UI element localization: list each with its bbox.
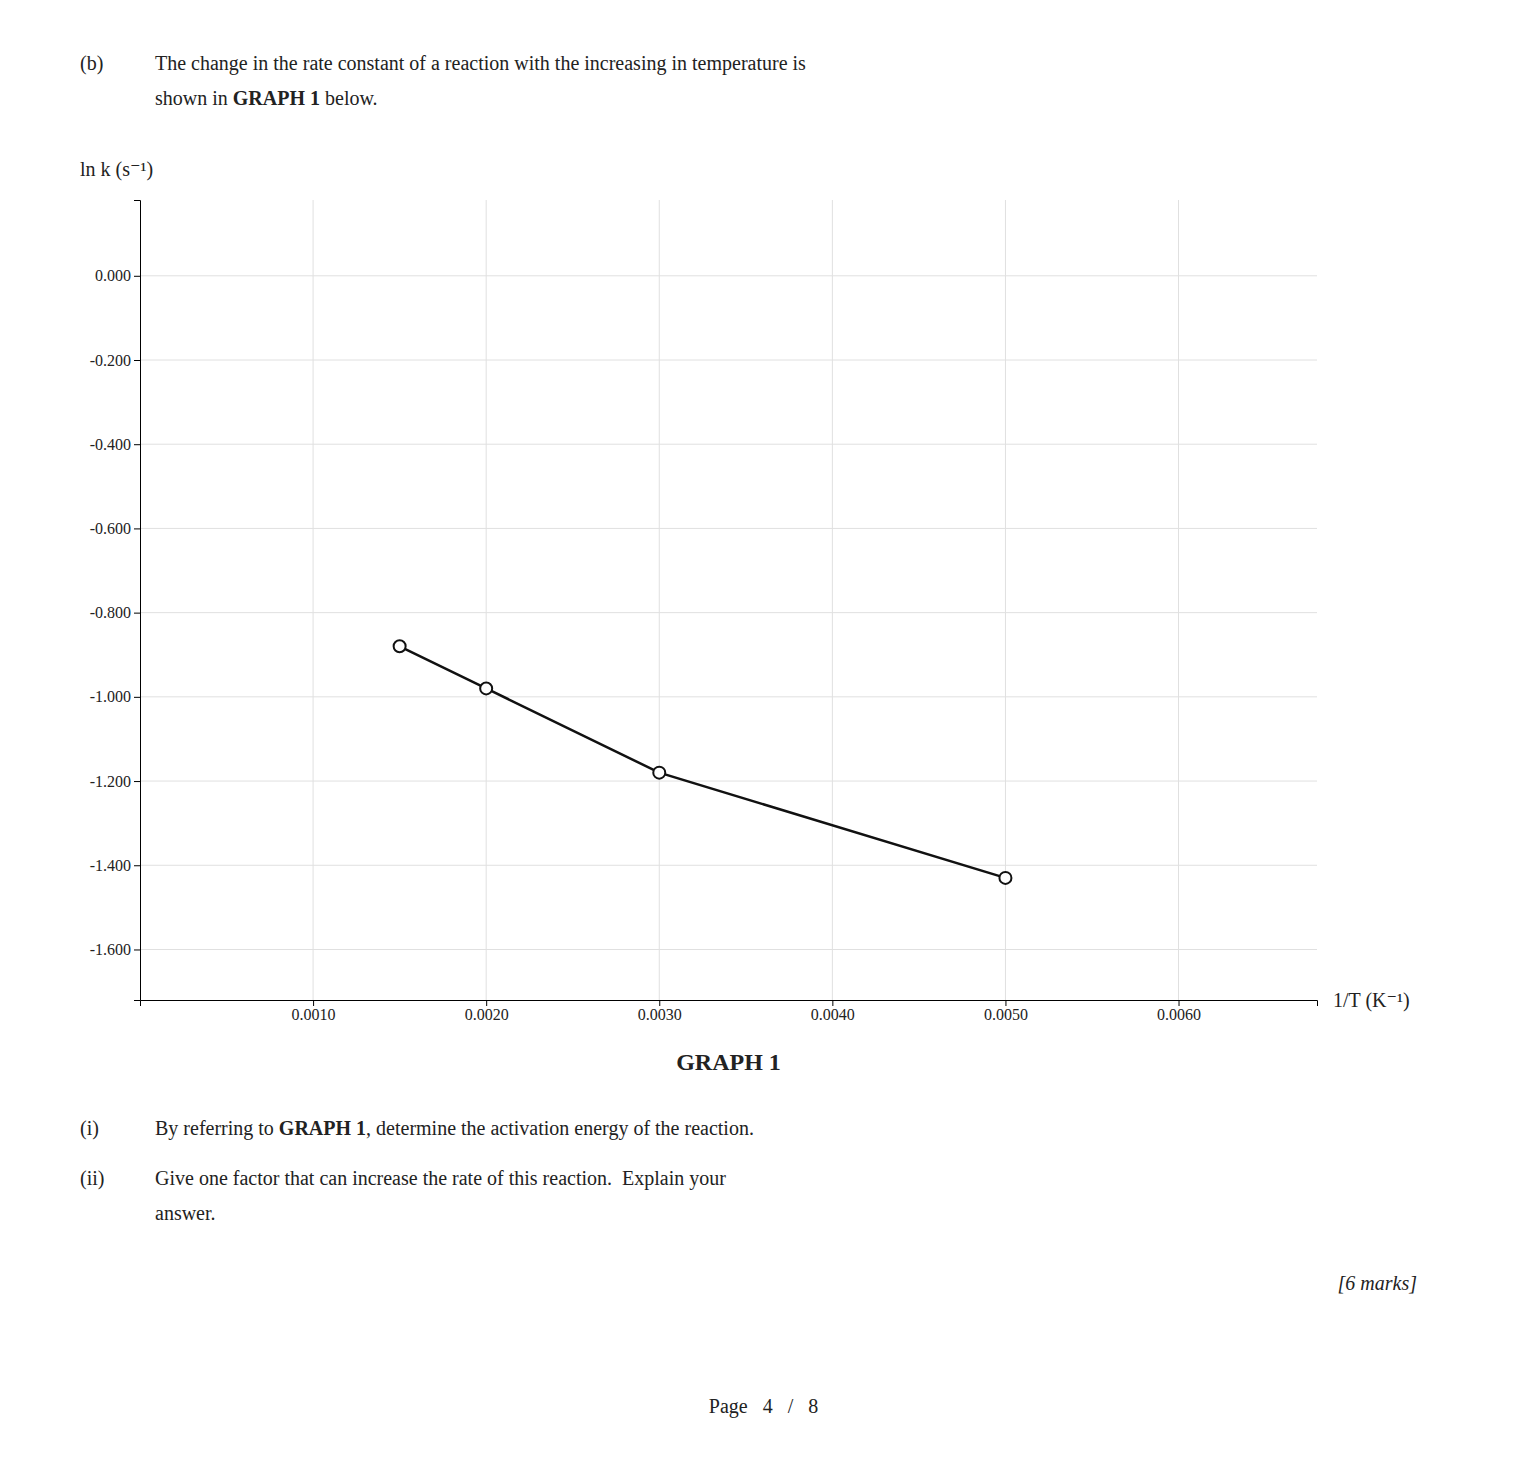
tick: 0.0030 <box>638 1000 682 1023</box>
tick-mark <box>1179 1000 1180 1006</box>
tick-label: -0.600 <box>90 520 131 537</box>
tick-mark <box>134 613 140 614</box>
tick-mark <box>313 1000 314 1006</box>
tick: -0.600 <box>90 520 140 537</box>
tick-label: -1.600 <box>90 941 131 958</box>
annotation-text: GRAPH 1 <box>279 1117 366 1139</box>
grid <box>140 200 1317 1000</box>
tick-label: -0.400 <box>90 436 131 453</box>
tick-mark <box>134 276 140 277</box>
grid-line <box>140 865 1317 866</box>
tick-label: 0.0020 <box>465 1006 509 1023</box>
annotation-text: GRAPH 1 <box>233 87 320 109</box>
annotation: By referring to GRAPH 1, determine the a… <box>155 1117 754 1140</box>
grid-line <box>140 696 1317 697</box>
tick: -1.200 <box>90 773 140 790</box>
tick: 0.000 <box>95 267 140 284</box>
tick: 0.0020 <box>465 1000 509 1023</box>
tick-mark <box>659 1000 660 1006</box>
annotation-text: Give one factor that can increase the ra… <box>155 1167 726 1190</box>
annotation: shown in GRAPH 1 below. <box>155 87 378 109</box>
annotation-label: (b) <box>80 52 103 75</box>
annotation: Give one factor that can increase the ra… <box>155 1167 726 1190</box>
grid-line <box>140 360 1317 361</box>
tick-mark <box>134 444 140 445</box>
tick-label: 0.0030 <box>638 1006 682 1023</box>
tick-mark <box>486 1000 487 1006</box>
tick-mark <box>832 1000 833 1006</box>
tick-label: 0.0050 <box>984 1006 1028 1023</box>
grid-line <box>140 275 1317 276</box>
grid-line <box>140 612 1317 613</box>
annotation-label: (ii) <box>80 1167 104 1190</box>
axis-line <box>134 201 141 1001</box>
y-axis: 0.000 -0.200 -0.400 -0.600 -0.800 -1.000 -1.20… <box>90 201 141 1001</box>
grid-line <box>832 200 833 1000</box>
annotation-text: below. <box>320 87 378 109</box>
grid-line <box>140 781 1317 782</box>
annotation-text: , determine the activation energy of the… <box>366 1117 754 1140</box>
tick: -1.600 <box>90 941 140 958</box>
tick: -0.200 <box>90 352 140 369</box>
tick: -1.400 <box>90 857 140 874</box>
annotation-text: [6 marks] <box>1338 1272 1417 1294</box>
tick-mark <box>1005 1000 1006 1006</box>
x-axis-label: 1/T (K⁻¹) <box>1333 989 1410 1012</box>
tick-label: -0.200 <box>90 352 131 369</box>
tick-label: -1.400 <box>90 857 131 874</box>
tick-label: 0.0010 <box>292 1006 336 1023</box>
tick: 0.0040 <box>811 1000 855 1023</box>
grid-line <box>659 200 660 1000</box>
data-point <box>480 682 492 694</box>
grid-line <box>140 949 1317 950</box>
grid-line <box>313 200 314 1000</box>
tick-label: -1.000 <box>90 688 131 705</box>
tick: -0.800 <box>90 604 140 621</box>
tick: -1.000 <box>90 688 140 705</box>
chart: 0.00100.00200.00300.00400.00500.00600.00… <box>0 0 1527 1473</box>
tick-mark <box>134 528 140 529</box>
data-point <box>999 872 1011 884</box>
tick-mark <box>134 949 140 950</box>
annotation-text: shown in <box>155 87 233 109</box>
data-point <box>394 640 406 652</box>
data-line <box>400 646 1006 878</box>
tick: 0.0050 <box>984 1000 1028 1023</box>
tick-label: -0.800 <box>90 604 131 621</box>
annotation-text: By referring to <box>155 1117 279 1140</box>
grid-line <box>486 200 487 1000</box>
grid-line <box>140 444 1317 445</box>
grid-line <box>1178 200 1179 1000</box>
x-axis: 0.0010 0.0020 0.0030 0.0040 0.0050 0.0060 <box>141 1000 1318 1023</box>
data-point <box>653 767 665 779</box>
y-axis-label: ln k (s⁻¹) <box>80 158 153 181</box>
tick-label: -1.200 <box>90 773 131 790</box>
tick-mark <box>134 697 140 698</box>
annotation: The change in the rate constant of a rea… <box>155 52 806 75</box>
title: GRAPH 1 <box>676 1049 781 1075</box>
axis-line <box>141 1001 1318 1007</box>
tick-label: 0.0040 <box>811 1006 855 1023</box>
plot-area <box>394 640 1012 884</box>
marks-note: [6 marks] <box>1338 1272 1417 1294</box>
tick-mark <box>134 781 140 782</box>
annotation: answer. <box>155 1202 216 1224</box>
tick-label: 0.0060 <box>1157 1006 1201 1023</box>
annotation-label: (i) <box>80 1117 99 1140</box>
tick-label: 0.000 <box>95 267 131 284</box>
tick: -0.400 <box>90 436 140 453</box>
tick-mark <box>134 360 140 361</box>
tick: 0.0010 <box>292 1000 336 1023</box>
annotation-text: answer. <box>155 1202 216 1224</box>
annotation-text: Page 4 / 8 <box>709 1395 818 1418</box>
tick-mark <box>134 865 140 866</box>
page-footer: Page 4 / 8 <box>709 1395 818 1418</box>
tick: 0.0060 <box>1157 1000 1201 1023</box>
annotation-text: The change in the rate constant of a rea… <box>155 52 806 75</box>
grid-line <box>140 528 1317 529</box>
